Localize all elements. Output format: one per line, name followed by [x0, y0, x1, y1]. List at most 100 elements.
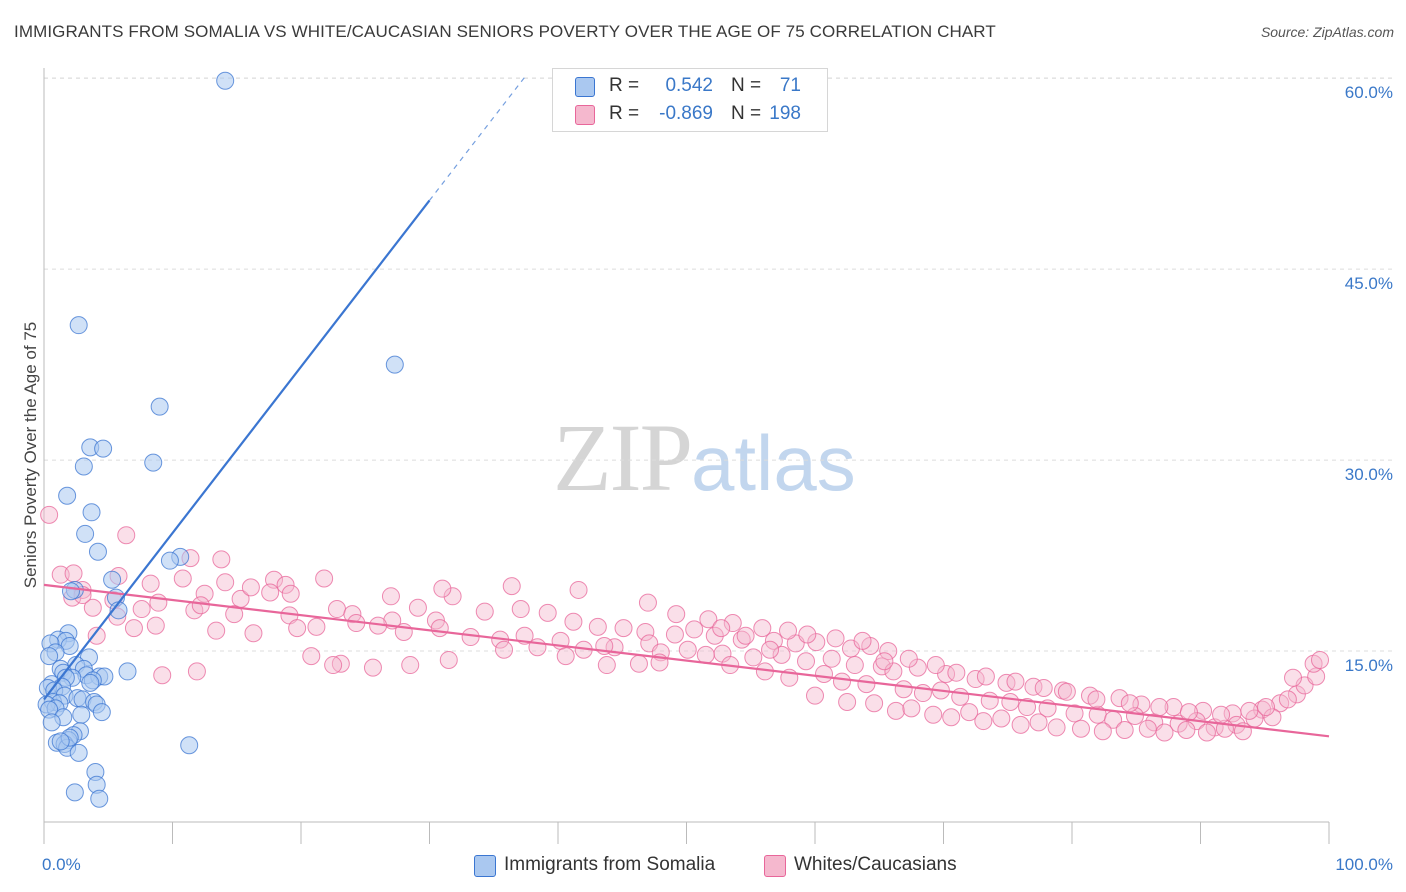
- whites-point: [1065, 704, 1084, 723]
- whites-point: [207, 621, 226, 640]
- whites-point: [331, 654, 350, 673]
- somalia-point: [144, 453, 163, 472]
- whites-point: [997, 673, 1016, 692]
- somalia-point: [103, 570, 122, 589]
- y-tick-label: 60.0%: [1345, 83, 1393, 102]
- whites-point: [1257, 698, 1276, 717]
- somalia-point: [69, 743, 88, 762]
- whites-point: [288, 619, 307, 638]
- whites-point: [1278, 690, 1297, 709]
- whites-point: [538, 603, 557, 622]
- whites-point: [132, 600, 151, 619]
- whites-point: [327, 600, 346, 619]
- stats-box: R = 0.542 N = 71 R = -0.869 N = 198: [552, 68, 828, 132]
- whites-point: [976, 667, 995, 686]
- whites-point: [363, 658, 382, 677]
- whites-point: [244, 624, 263, 643]
- somalia-trend-extension: [429, 75, 527, 201]
- whites-point: [884, 662, 903, 681]
- whites-point: [1311, 650, 1330, 669]
- whites-point: [696, 645, 715, 664]
- whites-point: [495, 640, 514, 659]
- stats-r-value: -0.869: [659, 103, 713, 124]
- whites-point: [1177, 720, 1196, 739]
- whites-point: [40, 505, 59, 524]
- whites-point: [343, 605, 362, 624]
- somalia-point: [92, 703, 111, 722]
- whites-trend-line: [43, 583, 1330, 738]
- whites-point: [1001, 692, 1020, 711]
- whites-point: [1240, 701, 1259, 720]
- whites-point: [1087, 690, 1106, 709]
- whites-point: [638, 593, 657, 612]
- whites-point: [736, 626, 755, 645]
- stats-r-label: R =: [609, 103, 640, 124]
- somalia-point: [81, 673, 100, 692]
- whites-point: [1018, 698, 1037, 717]
- whites-point: [87, 626, 106, 645]
- whites-point: [1132, 695, 1151, 714]
- somalia-point: [150, 397, 169, 416]
- legend: Immigrants from Somalia Whites/Caucasian…: [0, 852, 1406, 878]
- whites-point: [1263, 708, 1282, 727]
- whites-point: [117, 526, 136, 545]
- whites-point: [667, 605, 686, 624]
- watermark-zip: ZIP: [553, 404, 693, 511]
- whites-point: [723, 614, 742, 633]
- somalia-trend-line: [43, 199, 431, 701]
- whites-point: [1057, 682, 1076, 701]
- stats-r-label: R =: [609, 75, 640, 96]
- whites-point: [564, 612, 583, 631]
- whites-point: [1034, 678, 1053, 697]
- whites-point: [992, 709, 1011, 728]
- whites-point: [712, 619, 731, 638]
- whites-point: [1011, 715, 1030, 734]
- somalia-point: [385, 355, 404, 374]
- whites-point: [302, 647, 321, 666]
- whites-point: [64, 564, 83, 583]
- somalia-point: [40, 647, 59, 666]
- somalia-point: [76, 524, 95, 543]
- whites-point: [401, 656, 420, 675]
- whites-point: [556, 647, 575, 666]
- x-tick-label: 0.0%: [42, 855, 81, 874]
- whites-point: [822, 649, 841, 668]
- stats-row-whites: R = -0.869 N = 198: [553, 100, 827, 128]
- stats-n-value: 198: [769, 103, 801, 124]
- stats-swatch-pink: [575, 105, 595, 125]
- somalia-point: [69, 316, 88, 335]
- whites-point: [1138, 719, 1157, 738]
- whites-point: [146, 616, 165, 635]
- whites-point: [276, 575, 295, 594]
- somalia-point: [82, 503, 101, 522]
- whites-point: [853, 631, 872, 650]
- somalia-point: [51, 732, 70, 751]
- whites-point: [1155, 723, 1174, 742]
- whites-point: [1110, 689, 1129, 708]
- somalia-point: [42, 713, 61, 732]
- whites-point: [678, 640, 697, 659]
- somalia-point: [94, 439, 113, 458]
- stats-row-somalia: R = 0.542 N = 71: [553, 72, 827, 100]
- whites-point: [924, 705, 943, 724]
- somalia-point: [74, 457, 93, 476]
- y-tick-label: 15.0%: [1345, 656, 1393, 675]
- whites-point: [1071, 719, 1090, 738]
- whites-point: [699, 610, 718, 629]
- stats-n-label: N =: [731, 103, 762, 124]
- whites-point: [832, 672, 851, 691]
- legend-label: Immigrants from Somalia: [504, 854, 716, 875]
- whites-point: [798, 625, 817, 644]
- whites-point: [636, 622, 655, 641]
- whites-point: [1284, 668, 1303, 687]
- whites-point: [865, 694, 884, 713]
- whites-point: [797, 652, 816, 671]
- whites-point: [845, 656, 864, 675]
- y-tick-label: 30.0%: [1345, 465, 1393, 484]
- whites-point: [614, 619, 633, 638]
- source-label: Source: ZipAtlas.com: [1260, 24, 1394, 40]
- whites-point: [947, 663, 966, 682]
- whites-point: [857, 675, 876, 694]
- whites-point: [761, 640, 780, 659]
- somalia-point: [72, 705, 91, 724]
